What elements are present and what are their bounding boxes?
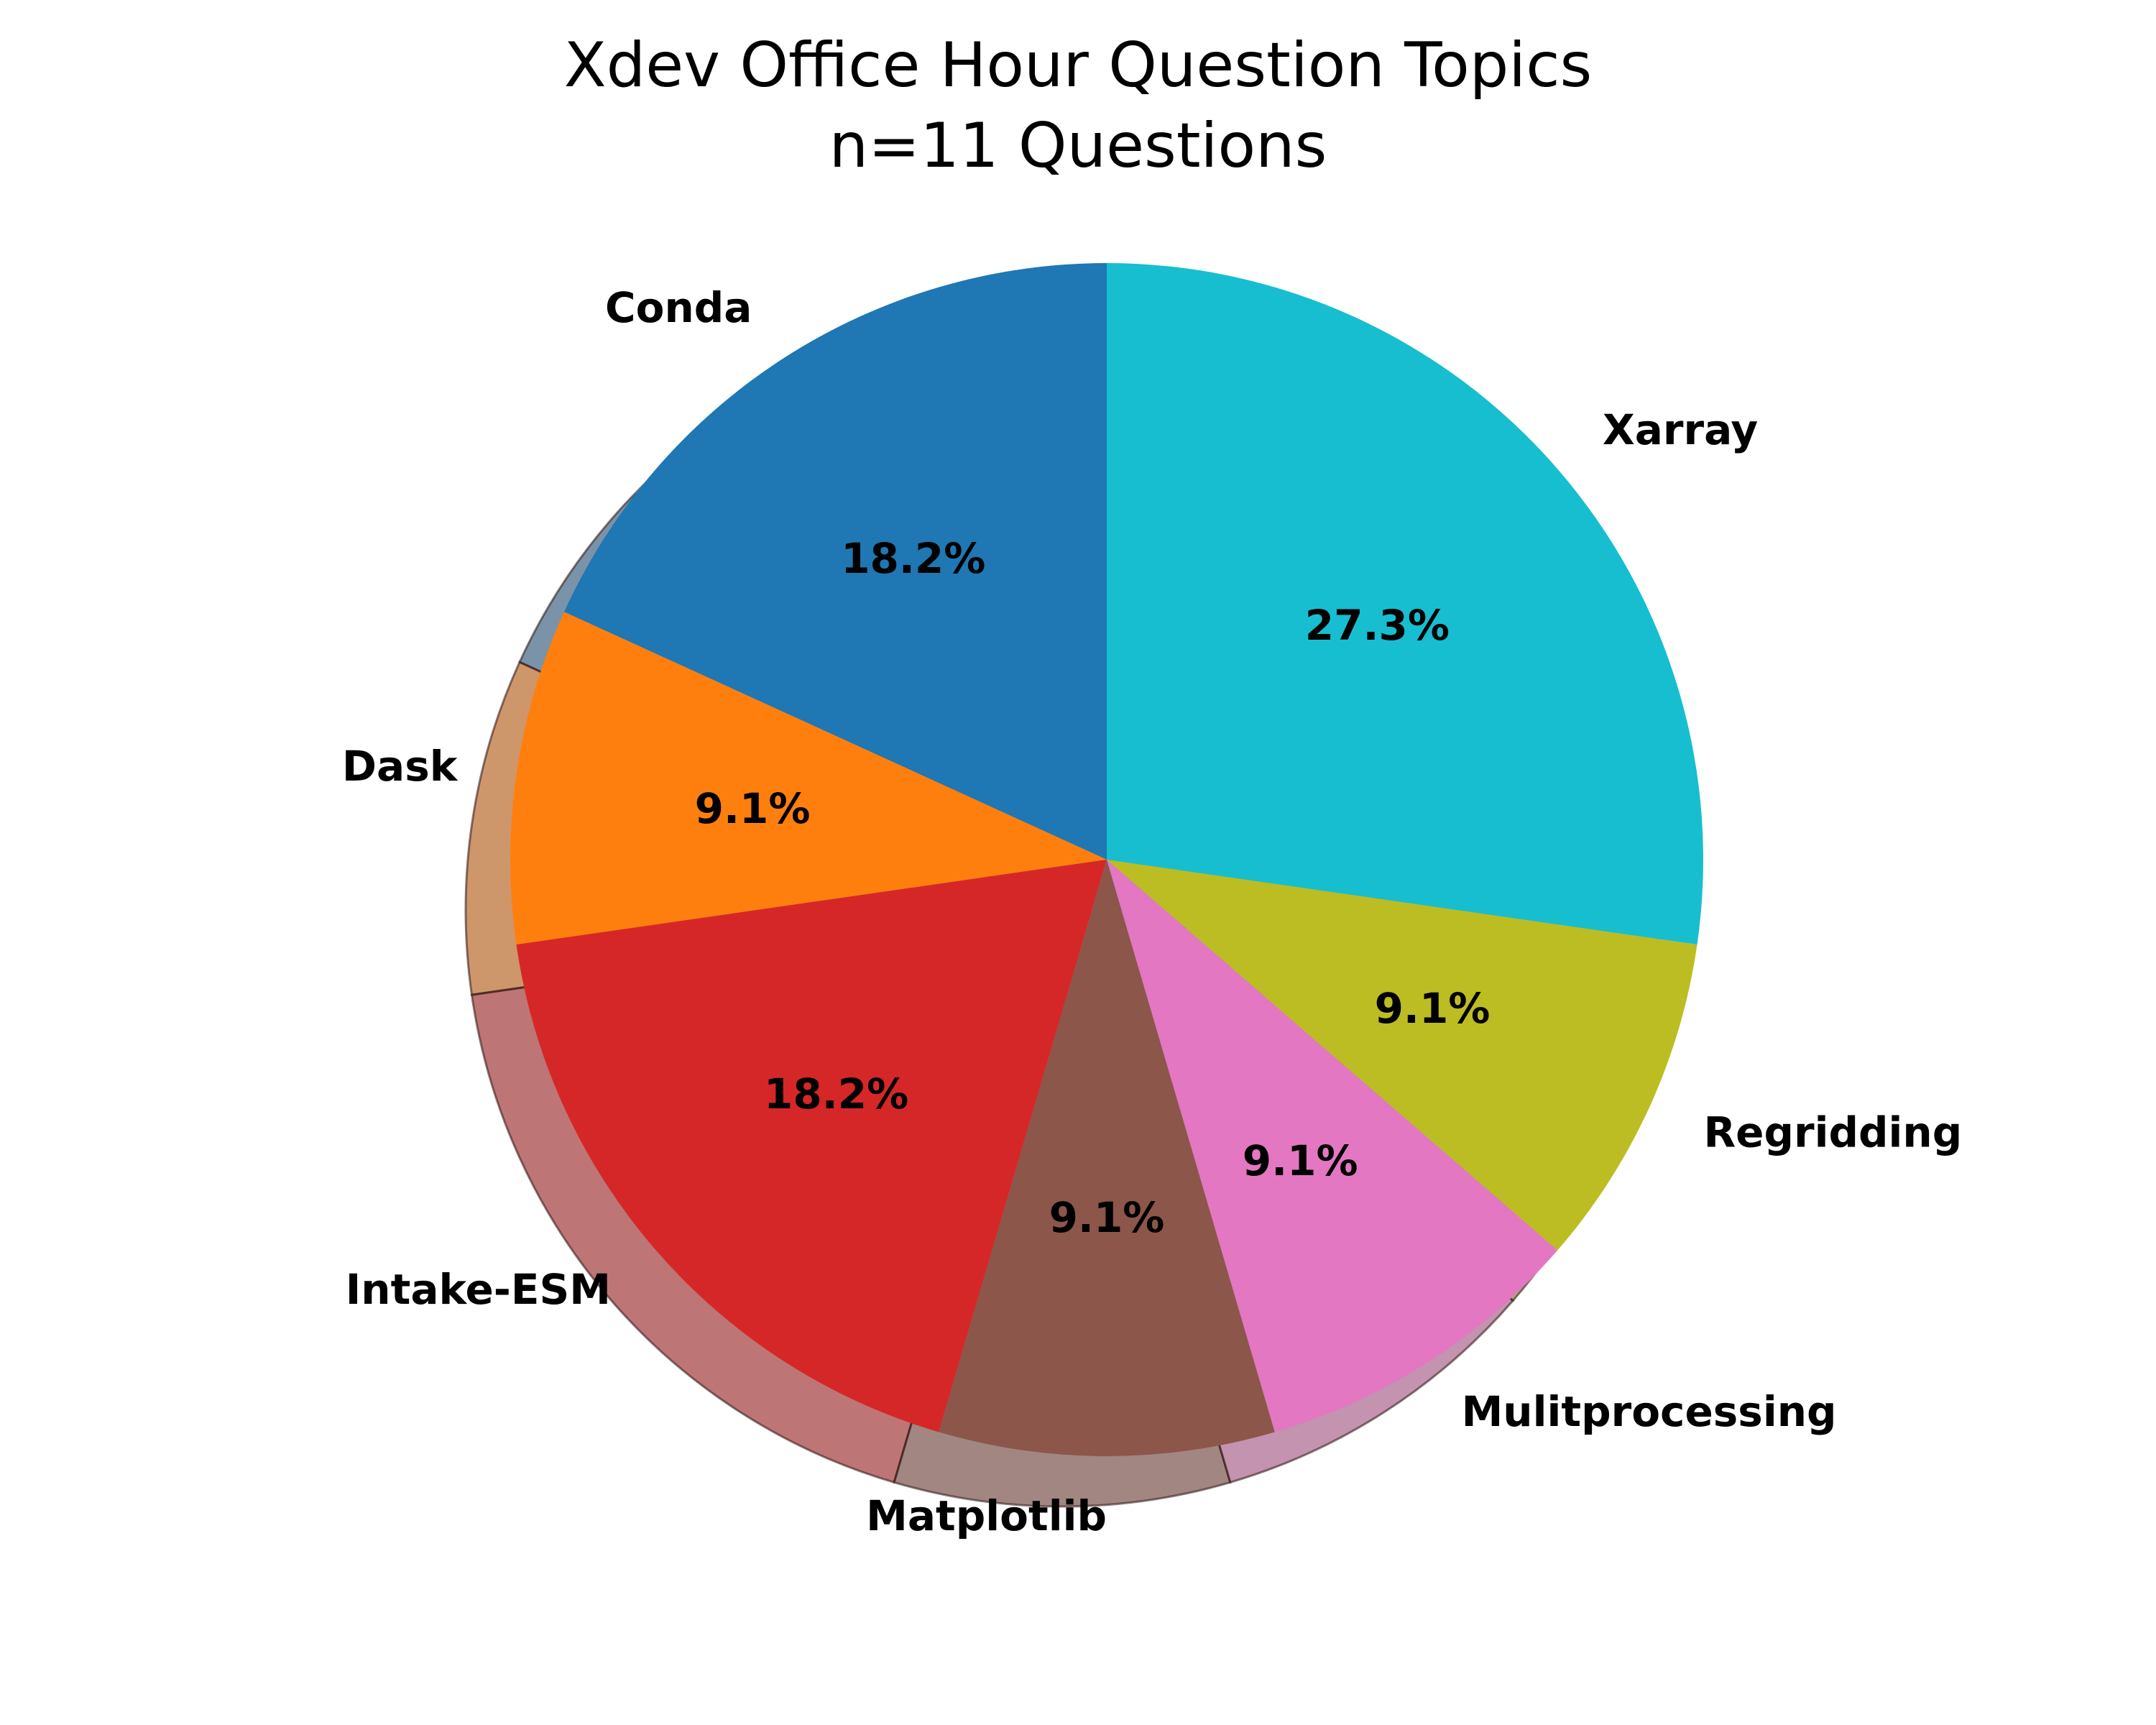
category-label-xarray: Xarray — [1603, 405, 1758, 454]
category-label-regridding: Regridding — [1704, 1108, 1963, 1156]
pct-label-matplotlib: 9.1% — [1049, 1193, 1165, 1242]
slice-matplotlib — [939, 860, 1275, 1457]
slice-conda — [564, 263, 1107, 860]
chart-title: Xdev Office Hour Question Topics — [564, 29, 1593, 101]
pie-labels: 18.2% Conda 9.1% Dask 18.2% Intake-ESM 9.1% Mat… — [342, 283, 1962, 1540]
category-label-conda: Conda — [605, 283, 752, 332]
slice-intake-esm — [516, 860, 1107, 1432]
pie-slices — [510, 263, 1703, 1457]
slice-dask — [510, 612, 1107, 945]
category-label-intake-esm: Intake-ESM — [346, 1265, 611, 1314]
slice-xarray — [1107, 263, 1703, 945]
chart-subtitle: n=11 Questions — [829, 110, 1327, 182]
slice-mulitprocessing — [1107, 860, 1558, 1432]
pct-label-intake-esm: 18.2% — [764, 1070, 908, 1118]
pct-label-regridding: 9.1% — [1375, 984, 1491, 1033]
slice-regridding — [1107, 860, 1697, 1251]
category-label-mulitprocessing: Mulitprocessing — [1462, 1387, 1837, 1436]
category-label-matplotlib: Matplotlib — [866, 1491, 1107, 1540]
pct-label-conda: 18.2% — [841, 534, 985, 583]
pct-label-dask: 9.1% — [695, 784, 811, 833]
pct-label-mulitprocessing: 9.1% — [1243, 1136, 1358, 1185]
pct-label-xarray: 27.3% — [1305, 601, 1450, 650]
category-label-dask: Dask — [342, 742, 459, 791]
